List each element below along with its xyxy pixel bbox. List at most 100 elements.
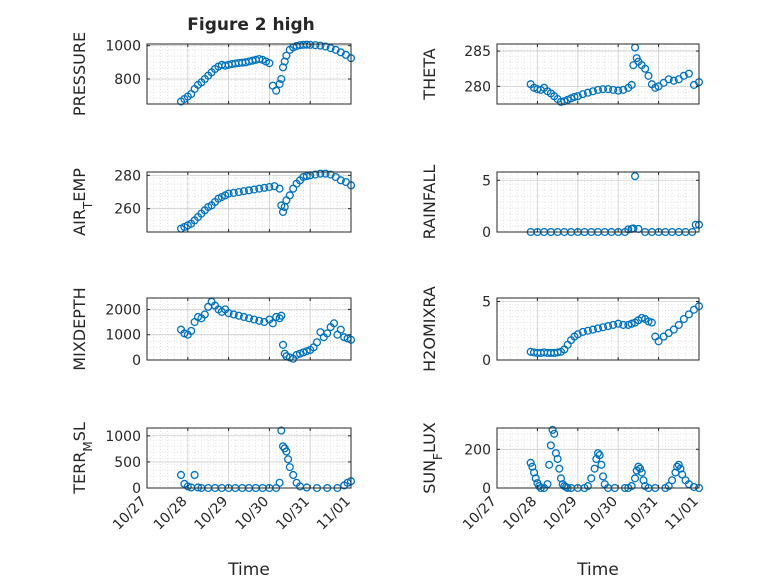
y-axis-label: H2OMIXRA xyxy=(420,286,439,372)
y-tick-label: 285 xyxy=(464,44,491,60)
data-point xyxy=(265,59,274,68)
data-point xyxy=(321,169,330,178)
y-axis-label: TERRMSL xyxy=(70,422,95,495)
data-point xyxy=(593,324,603,333)
x-tick-label: 10/28 xyxy=(151,494,191,534)
data-point xyxy=(684,69,693,78)
data-point xyxy=(641,64,650,73)
data-point xyxy=(278,340,288,349)
data-point xyxy=(244,186,254,195)
data-point xyxy=(176,470,186,480)
data-point xyxy=(244,314,254,323)
x-tick-label: 10/27 xyxy=(460,494,500,534)
y-tick-label: 1000 xyxy=(105,328,141,344)
data-point xyxy=(275,184,284,193)
figure-title: Figure 2 high xyxy=(187,15,315,35)
data-point xyxy=(255,184,264,193)
axes-box xyxy=(496,43,700,105)
data-point xyxy=(669,76,678,85)
data-point xyxy=(316,169,325,178)
x-tick-label: 11/01 xyxy=(662,494,702,534)
data-point xyxy=(321,42,330,51)
y-tick-label: 1000 xyxy=(105,39,141,55)
data-point xyxy=(229,310,238,319)
data-point xyxy=(630,474,640,483)
data-point xyxy=(583,88,592,97)
data-point xyxy=(614,319,623,328)
axes-box xyxy=(496,171,700,233)
data-point xyxy=(609,320,618,329)
data-point xyxy=(595,451,604,460)
data-point xyxy=(336,176,345,185)
subplot-air-temp: 260 280 AIRTEMP xyxy=(70,168,356,236)
data-point xyxy=(609,85,618,94)
data-point xyxy=(604,85,613,94)
y-axis-label: PRESSURE xyxy=(70,32,89,116)
y-axis-label: THETA xyxy=(420,48,439,100)
data-point xyxy=(637,468,646,477)
data-point xyxy=(619,85,628,94)
data-point xyxy=(323,329,332,338)
data-point xyxy=(275,478,284,487)
y-tick-label: 280 xyxy=(114,168,141,184)
data-point xyxy=(573,92,582,101)
y-tick-label: 260 xyxy=(114,202,141,218)
data-point xyxy=(546,441,555,450)
data-point xyxy=(545,460,554,469)
data-point xyxy=(234,311,243,320)
data-point xyxy=(311,41,320,50)
x-tick-label: 10/30 xyxy=(581,494,621,534)
data-point xyxy=(316,41,325,50)
y-tick-label: 0 xyxy=(482,481,491,497)
data-point xyxy=(250,185,259,194)
data-point xyxy=(583,326,592,335)
data-point xyxy=(669,325,678,334)
data-point xyxy=(277,426,286,435)
data-point xyxy=(630,172,640,181)
data-point xyxy=(326,44,335,53)
y-axis-label: SUNFLUX xyxy=(420,422,445,494)
data-point xyxy=(239,312,248,322)
data-point xyxy=(187,326,196,335)
x-tick-label: 10/31 xyxy=(622,494,662,534)
data-point xyxy=(627,482,636,491)
data-point xyxy=(636,464,645,473)
x-tick-label: 11/01 xyxy=(314,494,354,534)
data-point xyxy=(578,90,587,99)
data-point xyxy=(255,316,264,325)
data-point xyxy=(190,470,199,480)
y-axis-label: AIRTEMP xyxy=(70,168,95,236)
data-point xyxy=(229,188,238,197)
data-point xyxy=(260,183,269,192)
y-tick-label: 500 xyxy=(114,455,141,471)
y-tick-label: 0 xyxy=(482,225,491,241)
data-point xyxy=(265,182,274,192)
y-tick-label: 5 xyxy=(482,295,491,311)
data-point xyxy=(684,310,693,319)
data-point xyxy=(593,449,603,458)
x-axis-label: Time xyxy=(576,560,619,580)
data-point xyxy=(250,315,259,324)
data-point xyxy=(644,71,653,80)
data-point xyxy=(312,338,322,347)
data-point xyxy=(302,172,311,181)
axes-box xyxy=(496,297,700,361)
data-point xyxy=(255,54,264,64)
data-point xyxy=(224,189,233,198)
y-axis-label: MIXDEPTH xyxy=(70,287,89,370)
data-point xyxy=(647,318,656,327)
data-point xyxy=(668,476,677,485)
data-point xyxy=(679,315,688,324)
data-point xyxy=(329,319,339,328)
y-tick-label: 0 xyxy=(132,353,141,369)
axes-box xyxy=(496,427,700,489)
data-point xyxy=(282,447,291,456)
data-point xyxy=(604,322,613,331)
data-point xyxy=(272,86,281,95)
data-point xyxy=(550,429,559,438)
data-point xyxy=(285,463,294,472)
data-point xyxy=(654,337,663,346)
data-point xyxy=(553,454,562,464)
data-point xyxy=(593,85,603,94)
data-point xyxy=(674,460,683,469)
